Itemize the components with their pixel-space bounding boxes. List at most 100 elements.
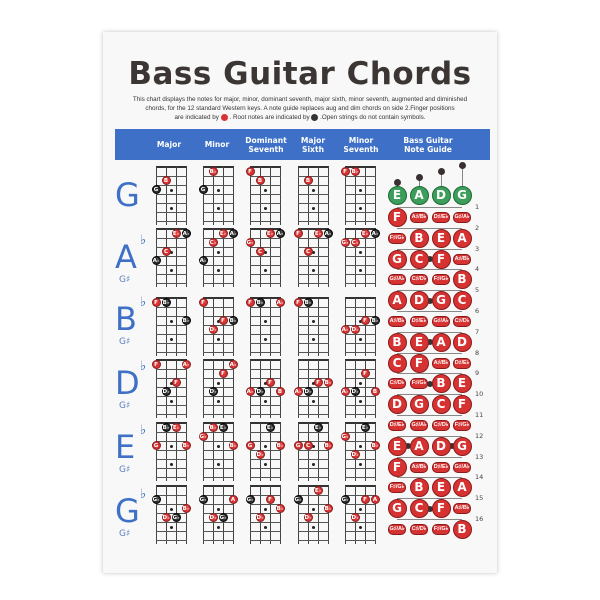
root-note-marker: E♭ [313, 423, 323, 432]
fret-line [250, 185, 281, 186]
string-line [318, 423, 319, 481]
string-line [375, 229, 376, 287]
fret-inlay-dot [312, 444, 315, 448]
sharp-flat-note: F♯/G♭ [388, 232, 406, 244]
fret-inlay-dot [312, 268, 315, 272]
tuning-peg-icon [393, 178, 401, 186]
root-note-marker: B♭ [181, 316, 191, 325]
fret-line [250, 432, 281, 433]
string-line [345, 486, 346, 544]
header-major: Major [156, 140, 182, 149]
finger-marker: C [161, 247, 171, 256]
string-line [298, 423, 299, 481]
string-line [223, 167, 224, 225]
finger-marker: C [255, 247, 265, 256]
fret-line [156, 265, 187, 266]
key-letter: D [115, 364, 140, 402]
fret-line [250, 378, 281, 379]
guide-fret-line [397, 415, 462, 416]
fret-line [203, 176, 234, 177]
fret-line [345, 387, 376, 388]
finger-marker: D♭ [350, 450, 360, 459]
root-note-marker: E♭ [218, 423, 228, 432]
fret-line [156, 450, 187, 451]
header-major-sixth: Major Sixth [300, 135, 326, 154]
finger-marker: A♭ [340, 325, 350, 334]
natural-note: B [452, 270, 472, 290]
string-line [365, 486, 366, 544]
fret-line [345, 396, 376, 397]
fret-line [156, 522, 187, 523]
fret-line [298, 238, 329, 239]
fret-line [345, 316, 376, 317]
sharp-flat-note: D♯/E♭ [432, 461, 450, 473]
natural-note: G [387, 499, 407, 519]
fret-line [345, 274, 376, 275]
fret-line [203, 334, 234, 335]
open-string-note: E [387, 185, 407, 205]
finger-marker: F [171, 378, 181, 387]
fret-line [250, 334, 281, 335]
nut [203, 297, 234, 299]
fret-line [298, 369, 329, 370]
fret-inlay-dot [427, 380, 433, 387]
fret-line [298, 405, 329, 406]
fret-line [250, 203, 281, 204]
sharp-flat-note: G♯/A♭ [388, 274, 406, 286]
fret-inlay-dot [217, 268, 220, 272]
string-line [176, 423, 177, 481]
natural-note: F [431, 499, 451, 519]
root-note-marker: G♭ [218, 513, 228, 522]
flat-sign: ♭ [140, 233, 147, 248]
fret-line [298, 194, 329, 195]
sharp-flat-note: G♯/A♭ [453, 461, 471, 473]
fret-line [250, 212, 281, 213]
string-line [186, 360, 187, 418]
string-line [186, 298, 187, 356]
natural-note: E [452, 374, 472, 394]
fret-line [250, 325, 281, 326]
root-note-marker: D♭ [255, 387, 265, 396]
string-line [365, 423, 366, 481]
fret-line [298, 468, 329, 469]
finger-marker: C [303, 247, 313, 256]
string-line [250, 229, 251, 287]
fret-line [156, 513, 187, 514]
sharp-flat-note: F♯/G♭ [388, 482, 406, 494]
guide-fret-line [397, 477, 462, 479]
fret-line [345, 378, 376, 379]
open-string-note: D [431, 185, 451, 205]
description-line-3b: . Root notes are indicated by [229, 114, 310, 121]
fret-line [156, 369, 187, 370]
string-line [233, 229, 234, 287]
finger-marker: B♭ [323, 441, 333, 450]
finger-marker: B [303, 176, 313, 185]
fret-number: 13 [475, 452, 484, 461]
natural-note: B [387, 332, 407, 352]
fret-line [203, 185, 234, 186]
sharp-flat-note: C♯/D♭ [453, 315, 471, 327]
fret-number: 4 [475, 265, 480, 274]
fret-line [298, 203, 329, 204]
fret-line [298, 378, 329, 379]
nut [298, 297, 329, 299]
finger-marker: B [161, 176, 171, 185]
fret-inlay-dot [170, 250, 173, 254]
header-note-guide: Bass Guitar Note Guide [403, 135, 453, 154]
fret-line [298, 274, 329, 275]
fret-line [203, 405, 234, 406]
fret-line [156, 316, 187, 317]
root-note-marker: G♭ [293, 495, 303, 504]
fret-line [345, 334, 376, 335]
natural-note: C [409, 499, 429, 519]
sharp-flat-note: A♯/B♭ [410, 461, 428, 473]
finger-marker: F [360, 369, 370, 378]
string-line [203, 486, 204, 544]
sharp-flat-note: F♯/G♭ [432, 274, 450, 286]
fret-line [298, 504, 329, 505]
fret-line [203, 316, 234, 317]
sharp-flat-note: D♯/E♭ [432, 211, 450, 223]
fret-inlay-dot [217, 188, 220, 192]
finger-marker: B♭ [370, 441, 380, 450]
fret-number: 12 [475, 431, 484, 440]
